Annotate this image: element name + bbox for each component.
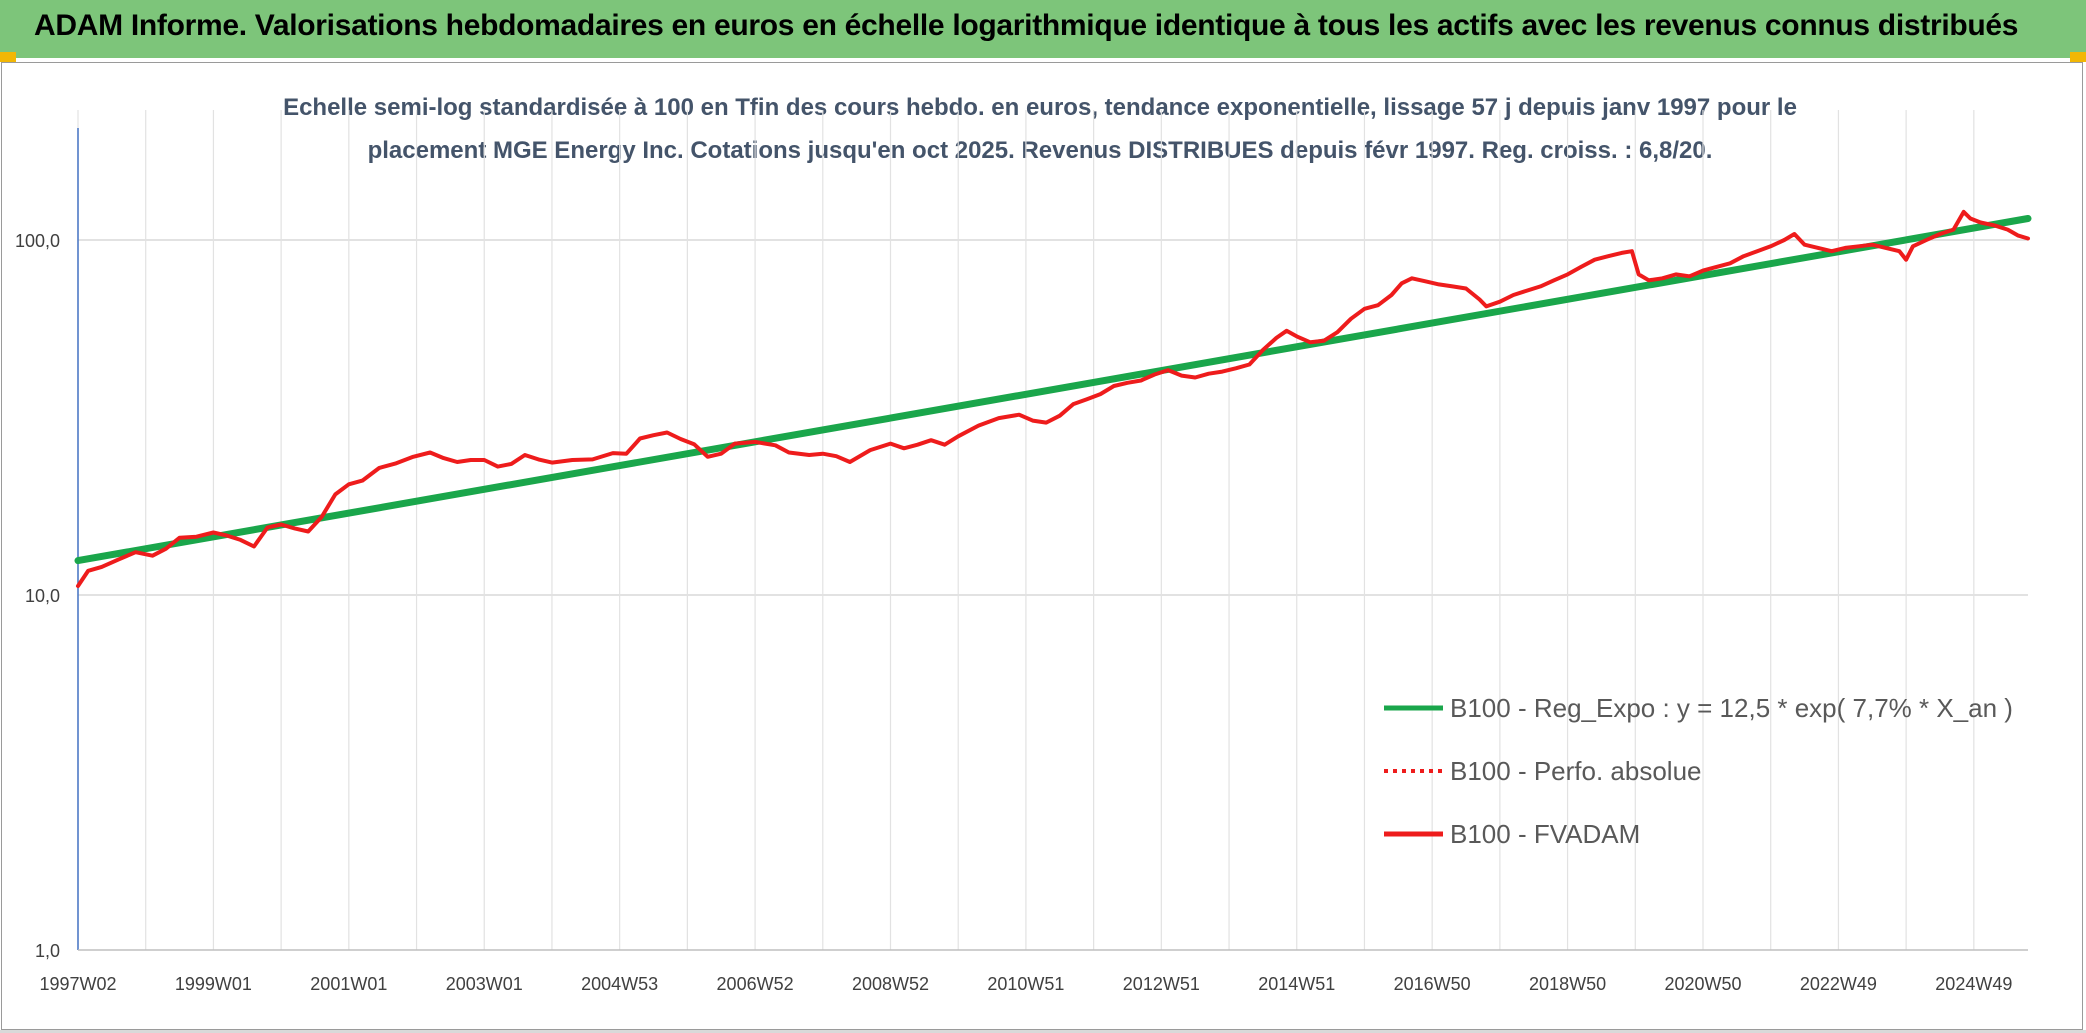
legend-label: B100 - Perfo. absolue [1450, 756, 1702, 786]
y-tick-label: 10,0 [25, 586, 60, 606]
x-tick-label: 2008W52 [852, 974, 929, 994]
corner-marker-right [2070, 52, 2086, 62]
series-line-regression [74, 215, 2032, 565]
x-tick-label: 2022W49 [1800, 974, 1877, 994]
x-tick-label: 2001W01 [310, 974, 387, 994]
x-tick-label: 2003W01 [446, 974, 523, 994]
y-tick-label: 100,0 [15, 231, 60, 251]
bottom-strip [0, 1030, 2086, 1033]
x-tick-label: 2004W53 [581, 974, 658, 994]
x-tick-label: 2012W51 [1123, 974, 1200, 994]
x-tick-label: 1997W02 [39, 974, 116, 994]
x-tick-label: 1999W01 [175, 974, 252, 994]
header-bar [0, 0, 2086, 58]
legend-label: B100 - FVADAM [1450, 819, 1640, 849]
x-tick-label: 2014W51 [1258, 974, 1335, 994]
chart-frame [1, 62, 2083, 1030]
x-tick-label: 2018W50 [1529, 974, 1606, 994]
corner-marker-left [0, 52, 16, 62]
chart-subtitle-line-1: Echelle semi-log standardisée à 100 en T… [283, 94, 1797, 121]
page-title: ADAM Informe. Valorisations hebdomadaire… [34, 9, 2019, 42]
x-tick-label: 2020W50 [1664, 974, 1741, 994]
x-tick-label: 2010W51 [987, 974, 1064, 994]
legend-label: B100 - Reg_Expo : y = 12,5 * exp( 7,7% *… [1450, 693, 2013, 723]
series-line-fvadam [76, 209, 2030, 588]
x-tick-label: 2016W50 [1394, 974, 1471, 994]
x-tick-label: 2024W49 [1935, 974, 2012, 994]
chart-subtitle-line-2: placement MGE Energy Inc. Cotations jusq… [368, 137, 1713, 164]
x-tick-label: 2006W52 [717, 974, 794, 994]
y-tick-label: 1,0 [35, 941, 60, 961]
